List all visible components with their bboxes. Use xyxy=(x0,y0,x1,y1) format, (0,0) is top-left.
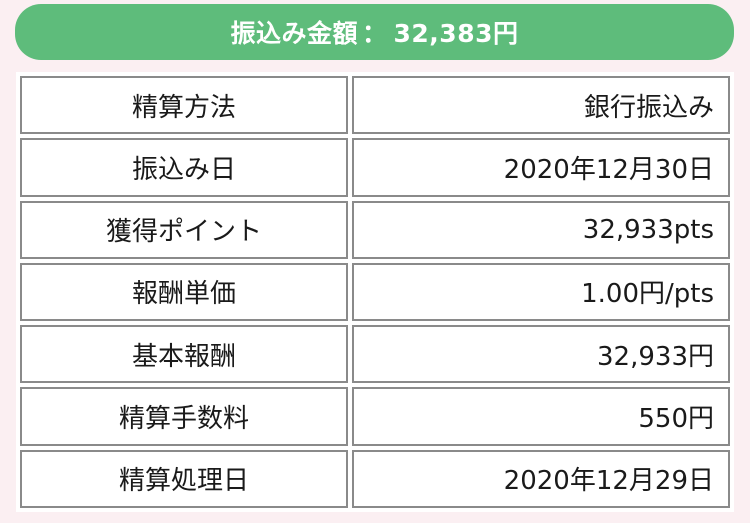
row-value: 2020年12月30日 xyxy=(352,138,730,197)
settlement-details-table: 精算方法 銀行振込み 振込み日 2020年12月30日 獲得ポイント 32,93… xyxy=(16,72,734,512)
row-value: 32,933pts xyxy=(352,200,730,259)
banner-separator: ： xyxy=(362,19,388,48)
table-row-earned-points: 獲得ポイント 32,933pts xyxy=(20,200,730,259)
row-label: 精算処理日 xyxy=(20,449,348,508)
table-row-settlement-fee: 精算手数料 550円 xyxy=(20,387,730,446)
row-label: 基本報酬 xyxy=(20,325,348,384)
row-value: 2020年12月29日 xyxy=(352,449,730,508)
row-value: 1.00円/pts xyxy=(352,262,730,322)
table-row-processing-date: 精算処理日 2020年12月29日 xyxy=(20,449,730,508)
row-label: 精算手数料 xyxy=(20,387,348,446)
row-label: 獲得ポイント xyxy=(20,200,348,259)
row-value: 550円 xyxy=(352,387,730,446)
table-row-reward-rate: 報酬単価 1.00円/pts xyxy=(20,262,730,322)
row-label: 報酬単価 xyxy=(20,262,348,322)
row-label: 振込み日 xyxy=(20,138,348,197)
transfer-amount-banner: 振込み金額： 32,383円 xyxy=(15,4,734,60)
table-row-base-reward: 基本報酬 32,933円 xyxy=(20,325,730,384)
table-row-transfer-date: 振込み日 2020年12月30日 xyxy=(20,138,730,197)
table-row-settlement-method: 精算方法 銀行振込み xyxy=(20,76,730,135)
row-value: 32,933円 xyxy=(352,325,730,384)
banner-amount: 32,383円 xyxy=(393,19,519,48)
banner-label: 振込み金額 xyxy=(230,19,358,48)
row-value: 銀行振込み xyxy=(352,76,730,135)
row-label: 精算方法 xyxy=(20,76,348,135)
